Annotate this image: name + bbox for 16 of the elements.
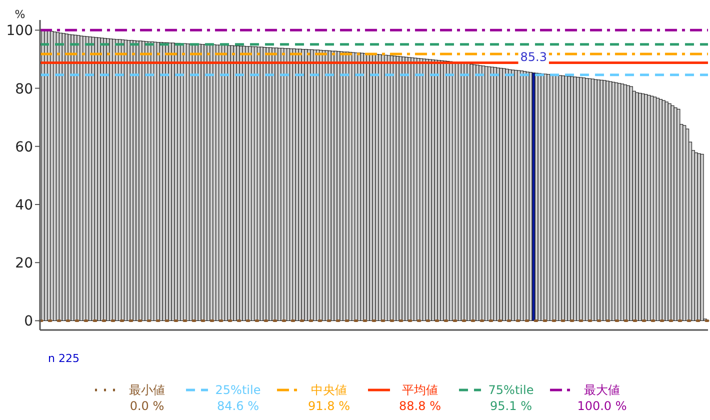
legend-label: 75%tile 95.1 % — [488, 383, 534, 413]
bar — [700, 154, 704, 322]
y-tick-label: 60 — [15, 139, 33, 156]
y-tick-label: 100 — [6, 23, 33, 40]
text: n 225 — [48, 352, 80, 365]
y-tick-label: 40 — [15, 197, 33, 214]
legend-label: 25%tile 84.6 % — [215, 383, 261, 413]
y-tick-label: 20 — [15, 256, 33, 272]
legend-label: 平均値 88.8 % — [399, 383, 441, 413]
legend-label: 最大値 100.0 % — [577, 383, 627, 413]
data-label: 85.3 — [520, 50, 547, 64]
y-axis-title: % — [14, 8, 26, 21]
legend-label: 最小値 0.0 % — [129, 383, 165, 413]
y-tick-label: 80 — [15, 81, 33, 98]
y-tick-label: 0 — [24, 314, 33, 330]
legend-label: 中央値 91.8 % — [308, 383, 350, 413]
